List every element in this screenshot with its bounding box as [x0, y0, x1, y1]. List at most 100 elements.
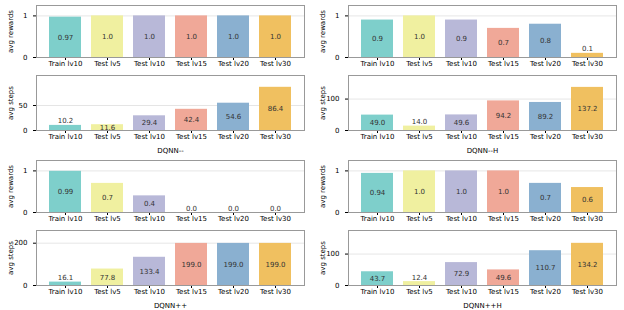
svg-text:0.0: 0.0 [270, 205, 281, 213]
svg-text:DQNN--: DQNN-- [157, 147, 184, 155]
svg-text:42.4: 42.4 [184, 116, 200, 124]
svg-text:1.0: 1.0 [144, 33, 155, 41]
svg-text:199.0: 199.0 [265, 261, 285, 269]
svg-text:200: 200 [14, 239, 27, 247]
svg-text:0: 0 [23, 282, 27, 290]
svg-text:0.4: 0.4 [144, 200, 156, 208]
svg-text:29.4: 29.4 [142, 119, 158, 127]
svg-text:1.0: 1.0 [102, 33, 113, 41]
svg-text:Test lv5: Test lv5 [93, 215, 121, 223]
svg-text:94.2: 94.2 [496, 112, 512, 120]
svg-text:0.0: 0.0 [228, 205, 239, 213]
svg-text:0.1: 0.1 [582, 45, 593, 53]
svg-text:Test lv5: Test lv5 [93, 60, 121, 68]
svg-text:0: 0 [335, 209, 339, 217]
svg-text:Test lv20: Test lv20 [217, 215, 249, 223]
svg-text:avg steps: avg steps [7, 241, 15, 275]
svg-text:Test lv5: Test lv5 [93, 288, 121, 296]
svg-text:0: 0 [23, 54, 27, 62]
svg-text:0.0: 0.0 [186, 205, 197, 213]
svg-text:1.0: 1.0 [498, 188, 509, 196]
svg-text:DQNN++: DQNN++ [154, 302, 187, 310]
svg-text:Test lv30: Test lv30 [571, 133, 603, 141]
svg-text:Test lv15: Test lv15 [175, 215, 207, 223]
svg-text:Train lv10: Train lv10 [359, 133, 394, 141]
svg-text:Test lv20: Test lv20 [217, 60, 249, 68]
svg-text:100: 100 [326, 95, 339, 103]
svg-text:Test lv5: Test lv5 [405, 60, 433, 68]
svg-text:Test lv20: Test lv20 [529, 133, 561, 141]
svg-text:Test lv15: Test lv15 [175, 288, 207, 296]
svg-text:77.8: 77.8 [100, 274, 116, 282]
svg-text:Test lv30: Test lv30 [259, 60, 291, 68]
svg-text:DQNN++H: DQNN++H [463, 302, 501, 310]
svg-text:Train lv10: Train lv10 [359, 60, 394, 68]
svg-text:Test lv15: Test lv15 [487, 215, 519, 223]
svg-text:1.0: 1.0 [456, 188, 467, 196]
svg-text:100: 100 [326, 250, 339, 258]
svg-text:0: 0 [23, 209, 27, 217]
svg-text:0.9: 0.9 [372, 35, 383, 43]
svg-text:Test lv20: Test lv20 [217, 288, 249, 296]
svg-text:Test lv5: Test lv5 [405, 215, 433, 223]
svg-text:Test lv15: Test lv15 [175, 133, 207, 141]
svg-text:avg rewards: avg rewards [7, 10, 15, 53]
svg-text:Test lv30: Test lv30 [259, 133, 291, 141]
svg-text:199.0: 199.0 [181, 261, 201, 269]
svg-text:1.0: 1.0 [414, 33, 425, 41]
svg-text:Train lv10: Train lv10 [359, 288, 394, 296]
svg-text:1.0: 1.0 [228, 33, 239, 41]
svg-text:Test lv10: Test lv10 [445, 215, 477, 223]
svg-text:1.0: 1.0 [186, 33, 197, 41]
svg-text:Test lv5: Test lv5 [405, 288, 433, 296]
svg-text:Train lv10: Train lv10 [359, 215, 394, 223]
svg-text:0: 0 [335, 127, 339, 135]
svg-text:43.7: 43.7 [370, 275, 386, 283]
svg-text:Test lv10: Test lv10 [133, 133, 165, 141]
svg-text:10.2: 10.2 [58, 117, 74, 125]
svg-text:12.4: 12.4 [412, 274, 428, 282]
svg-text:1: 1 [335, 167, 339, 175]
svg-text:49.6: 49.6 [454, 119, 470, 127]
svg-text:137.2: 137.2 [577, 105, 597, 113]
svg-text:Test lv15: Test lv15 [487, 288, 519, 296]
svg-text:1: 1 [23, 12, 27, 20]
svg-text:49.0: 49.0 [370, 119, 386, 127]
svg-text:Test lv5: Test lv5 [405, 133, 433, 141]
svg-text:avg steps: avg steps [7, 86, 15, 120]
svg-text:Train lv10: Train lv10 [47, 133, 82, 141]
svg-text:avg steps: avg steps [319, 241, 327, 275]
svg-text:DQNN--H: DQNN--H [467, 147, 499, 155]
svg-text:1: 1 [23, 167, 27, 175]
svg-text:Test lv10: Test lv10 [133, 288, 165, 296]
svg-text:Test lv10: Test lv10 [445, 133, 477, 141]
svg-text:0.7: 0.7 [498, 39, 509, 47]
svg-text:Test lv15: Test lv15 [487, 133, 519, 141]
svg-text:0.8: 0.8 [540, 37, 551, 45]
svg-text:Test lv10: Test lv10 [445, 288, 477, 296]
svg-text:0.94: 0.94 [370, 189, 386, 197]
svg-text:1.0: 1.0 [414, 188, 425, 196]
svg-text:0.6: 0.6 [582, 196, 594, 204]
svg-text:Test lv15: Test lv15 [175, 60, 207, 68]
svg-text:Test lv10: Test lv10 [133, 60, 165, 68]
svg-text:0.9: 0.9 [456, 35, 467, 43]
svg-text:Test lv30: Test lv30 [571, 60, 603, 68]
svg-text:16.1: 16.1 [58, 274, 74, 282]
svg-text:0: 0 [335, 282, 339, 290]
svg-text:avg steps: avg steps [319, 86, 327, 120]
svg-text:0: 0 [335, 54, 339, 62]
svg-text:Test lv30: Test lv30 [571, 215, 603, 223]
svg-text:199.0: 199.0 [223, 261, 243, 269]
svg-text:Test lv20: Test lv20 [217, 133, 249, 141]
svg-text:Test lv20: Test lv20 [529, 215, 561, 223]
svg-text:134.2: 134.2 [577, 261, 597, 269]
svg-text:86.4: 86.4 [268, 105, 284, 113]
svg-text:14.0: 14.0 [412, 118, 428, 126]
svg-text:110.7: 110.7 [535, 264, 555, 272]
svg-text:1.0: 1.0 [270, 33, 281, 41]
svg-text:Train lv10: Train lv10 [47, 60, 82, 68]
svg-text:Test lv20: Test lv20 [529, 288, 561, 296]
svg-text:0.7: 0.7 [540, 194, 551, 202]
svg-text:Test lv5: Test lv5 [93, 133, 121, 141]
